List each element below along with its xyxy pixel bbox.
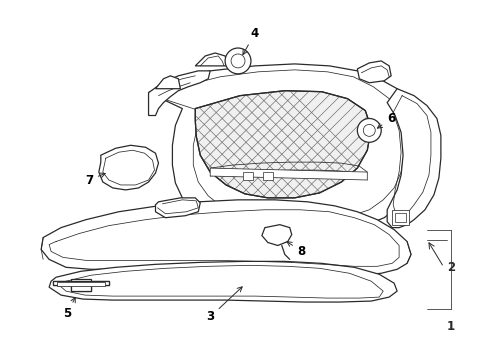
Polygon shape: [148, 64, 416, 237]
Polygon shape: [41, 200, 410, 275]
Text: 8: 8: [286, 242, 305, 258]
Circle shape: [224, 48, 250, 74]
Polygon shape: [357, 61, 390, 83]
Bar: [263, 172, 272, 180]
Polygon shape: [71, 279, 91, 291]
Polygon shape: [391, 210, 408, 225]
Bar: [243, 172, 252, 180]
Text: 3: 3: [206, 287, 242, 323]
Text: 6: 6: [377, 112, 394, 128]
Circle shape: [231, 54, 244, 68]
Polygon shape: [155, 198, 200, 218]
Polygon shape: [91, 281, 108, 285]
Polygon shape: [53, 281, 108, 291]
Circle shape: [357, 118, 381, 142]
Polygon shape: [262, 225, 291, 246]
Circle shape: [363, 125, 374, 136]
Text: 2: 2: [446, 261, 454, 274]
Text: 1: 1: [446, 320, 454, 333]
Text: 4: 4: [243, 27, 259, 55]
Polygon shape: [53, 281, 71, 285]
Text: 5: 5: [63, 298, 75, 320]
Polygon shape: [195, 91, 370, 198]
Text: 7: 7: [84, 173, 105, 186]
Polygon shape: [386, 89, 440, 228]
Polygon shape: [57, 282, 104, 286]
Polygon shape: [195, 53, 227, 66]
Polygon shape: [210, 168, 366, 180]
Polygon shape: [155, 76, 180, 89]
Polygon shape: [148, 71, 210, 116]
Polygon shape: [162, 70, 403, 222]
Polygon shape: [99, 145, 158, 190]
Polygon shape: [49, 261, 396, 302]
Bar: [394, 213, 405, 222]
